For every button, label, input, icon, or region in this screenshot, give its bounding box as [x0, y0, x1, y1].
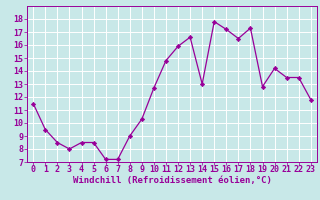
- X-axis label: Windchill (Refroidissement éolien,°C): Windchill (Refroidissement éolien,°C): [73, 176, 271, 185]
